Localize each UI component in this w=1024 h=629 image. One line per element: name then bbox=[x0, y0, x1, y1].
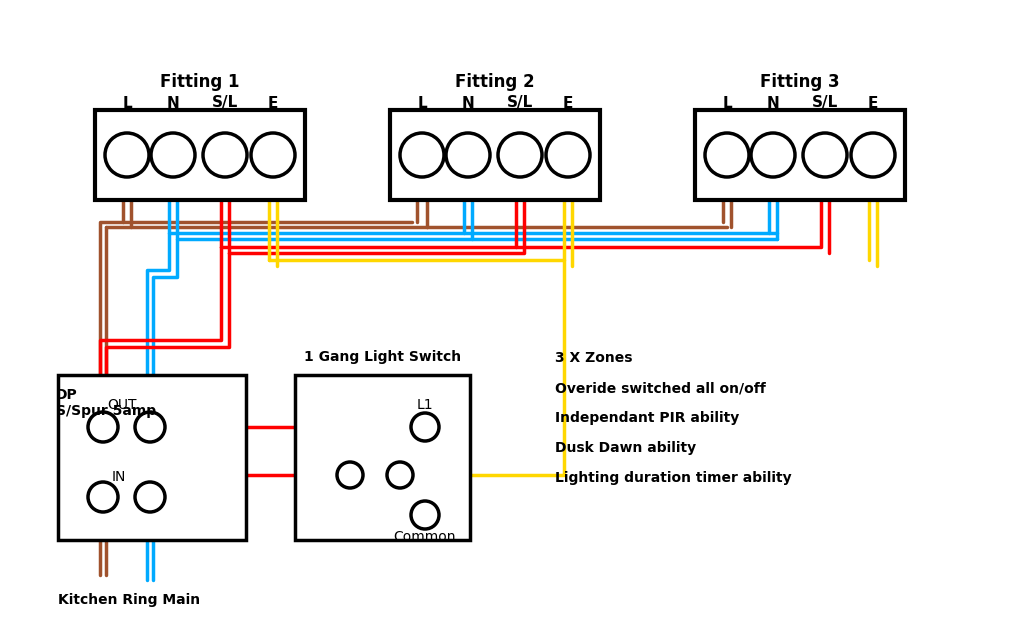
Text: Fitting 1: Fitting 1 bbox=[160, 73, 240, 91]
Text: N: N bbox=[767, 96, 779, 111]
Text: Fitting 3: Fitting 3 bbox=[760, 73, 840, 91]
Text: N: N bbox=[167, 96, 179, 111]
Text: S/L: S/L bbox=[812, 96, 838, 111]
Text: Overide switched all on/off: Overide switched all on/off bbox=[555, 381, 766, 395]
Circle shape bbox=[400, 133, 444, 177]
Circle shape bbox=[337, 462, 362, 488]
Text: L: L bbox=[417, 96, 427, 111]
Circle shape bbox=[387, 462, 413, 488]
Text: DP
S/Spur 5amp: DP S/Spur 5amp bbox=[56, 388, 156, 418]
Bar bbox=[95, 110, 305, 200]
Circle shape bbox=[135, 412, 165, 442]
Bar bbox=[58, 375, 246, 540]
Circle shape bbox=[88, 412, 118, 442]
Text: L1: L1 bbox=[417, 398, 433, 412]
Circle shape bbox=[411, 501, 439, 529]
Circle shape bbox=[851, 133, 895, 177]
Bar bbox=[295, 375, 470, 540]
Text: Independant PIR ability: Independant PIR ability bbox=[555, 411, 739, 425]
Circle shape bbox=[546, 133, 590, 177]
Text: N: N bbox=[462, 96, 474, 111]
Circle shape bbox=[411, 413, 439, 441]
Text: Fitting 2: Fitting 2 bbox=[456, 73, 535, 91]
Text: 3 X Zones: 3 X Zones bbox=[555, 351, 633, 365]
Text: 1 Gang Light Switch: 1 Gang Light Switch bbox=[304, 350, 461, 364]
Circle shape bbox=[105, 133, 150, 177]
Circle shape bbox=[498, 133, 542, 177]
Text: L: L bbox=[122, 96, 132, 111]
Text: L: L bbox=[722, 96, 732, 111]
Circle shape bbox=[151, 133, 195, 177]
Text: Dusk Dawn ability: Dusk Dawn ability bbox=[555, 441, 696, 455]
Text: Common: Common bbox=[394, 530, 457, 544]
Circle shape bbox=[803, 133, 847, 177]
Text: E: E bbox=[867, 96, 879, 111]
Circle shape bbox=[88, 482, 118, 512]
Circle shape bbox=[203, 133, 247, 177]
Text: S/L: S/L bbox=[212, 96, 239, 111]
Circle shape bbox=[446, 133, 490, 177]
Text: OUT: OUT bbox=[108, 398, 137, 412]
Bar bbox=[695, 110, 905, 200]
Circle shape bbox=[135, 482, 165, 512]
Circle shape bbox=[705, 133, 749, 177]
Circle shape bbox=[251, 133, 295, 177]
Text: IN: IN bbox=[112, 470, 126, 484]
Text: Kitchen Ring Main: Kitchen Ring Main bbox=[58, 593, 200, 607]
Text: E: E bbox=[563, 96, 573, 111]
Circle shape bbox=[751, 133, 795, 177]
Bar bbox=[390, 110, 600, 200]
Text: Lighting duration timer ability: Lighting duration timer ability bbox=[555, 471, 792, 485]
Text: E: E bbox=[268, 96, 279, 111]
Text: S/L: S/L bbox=[507, 96, 534, 111]
